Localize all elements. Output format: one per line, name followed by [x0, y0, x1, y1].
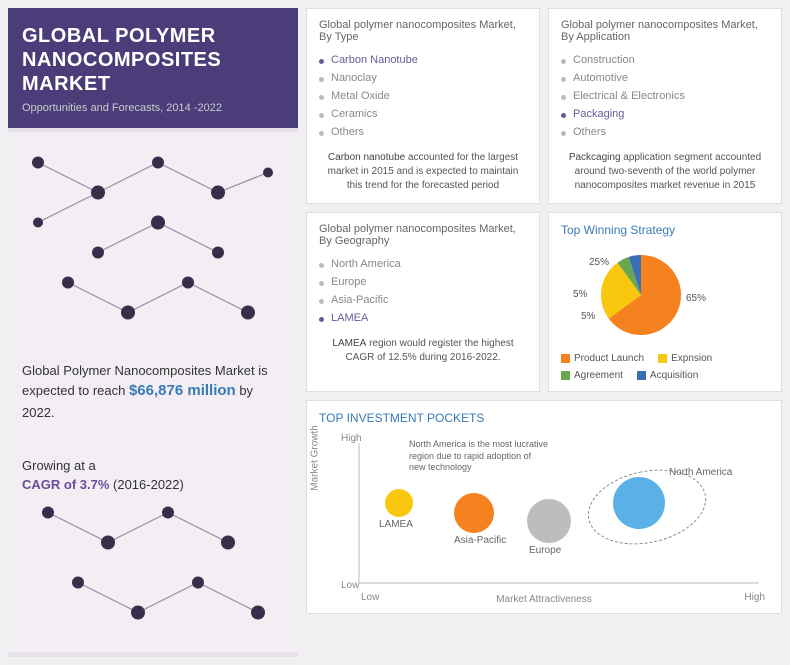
card-investment-pockets: TOP INVESTMENT POCKETS High Low Low High…	[306, 400, 782, 614]
list-item: Asia-Pacific	[319, 291, 527, 309]
legend-item: Expnsion	[658, 353, 712, 364]
card-by-type: Global polymer nanocomposites Market, By…	[306, 8, 540, 204]
list-item: Construction	[561, 51, 769, 69]
scatter-chart: High Low Low High Market Growth Market A…	[319, 433, 769, 603]
geography-list: North AmericaEuropeAsia-PacificLAMEA	[319, 255, 527, 327]
bubble-label: North America	[669, 467, 732, 478]
list-item: Others	[561, 123, 769, 141]
hero-stat-1: Global Polymer Nanocomposites Market is …	[8, 361, 298, 423]
card-footer: Carbon nanotube accounted for the larges…	[319, 151, 527, 193]
list-item: LAMEA	[319, 309, 527, 327]
bubble-label: Europe	[529, 545, 561, 556]
legend-item: Product Launch	[561, 353, 644, 364]
card-footer: Packcaging application segment accounted…	[561, 151, 769, 193]
card-title: Global polymer nanocomposites Market, By…	[319, 223, 527, 247]
list-item: Ceramics	[319, 105, 527, 123]
list-item: Carbon Nanotube	[319, 51, 527, 69]
bubble	[613, 477, 665, 529]
pie-slice-label: 5%	[573, 289, 587, 300]
list-item: Nanoclay	[319, 69, 527, 87]
pie-slice-label: 65%	[686, 293, 706, 304]
left-column: GLOBAL POLYMER NANOCOMPOSITES MARKET Opp…	[8, 8, 298, 657]
list-item: Europe	[319, 273, 527, 291]
scatter-annotation: North America is the most lucrative regi…	[409, 439, 549, 474]
pie-slice-label: 5%	[581, 311, 595, 322]
card-title: Top Winning Strategy	[561, 223, 769, 237]
card-by-geography: Global polymer nanocomposites Market, By…	[306, 212, 540, 392]
subtitle: Opportunities and Forecasts, 2014 -2022	[22, 102, 284, 114]
bubble	[527, 499, 571, 543]
bubble	[385, 489, 413, 517]
right-column: Global polymer nanocomposites Market, By…	[306, 8, 782, 657]
list-item: Automotive	[561, 69, 769, 87]
list-item: Others	[319, 123, 527, 141]
bubble-label: Asia-Pacific	[454, 535, 506, 546]
bubble	[454, 493, 494, 533]
card-title: Global polymer nanocomposites Market, By…	[561, 19, 769, 43]
card-title: TOP INVESTMENT POCKETS	[319, 411, 769, 425]
card-pie-strategy: Top Winning Strategy 65% 25% 5% 5% Product …	[548, 212, 782, 392]
bubble-label: LAMEA	[379, 519, 413, 530]
list-item: Electrical & Electronics	[561, 87, 769, 105]
legend-item: Agreement	[561, 370, 623, 381]
pie-legend: Product Launch Expnsion Agreement Acquisiti…	[561, 353, 769, 381]
card-title: Global polymer nanocomposites Market, By…	[319, 19, 527, 43]
hero-stat-2: Growing at a CAGR of 3.7% (2016-2022)	[8, 456, 298, 495]
application-list: ConstructionAutomotiveElectrical & Elect…	[561, 51, 769, 141]
hero-image: Global Polymer Nanocomposites Market is …	[8, 128, 298, 657]
pie-slice-label: 25%	[589, 257, 609, 268]
list-item: Metal Oxide	[319, 87, 527, 105]
list-item: North America	[319, 255, 527, 273]
type-list: Carbon NanotubeNanoclayMetal OxideCerami…	[319, 51, 527, 141]
title-banner: GLOBAL POLYMER NANOCOMPOSITES MARKET Opp…	[8, 8, 298, 128]
card-by-application: Global polymer nanocomposites Market, By…	[548, 8, 782, 204]
card-footer: LAMEA region would register the highest …	[319, 337, 527, 365]
main-title: GLOBAL POLYMER NANOCOMPOSITES MARKET	[22, 24, 284, 96]
list-item: Packaging	[561, 105, 769, 123]
legend-item: Acquisition	[637, 370, 698, 381]
